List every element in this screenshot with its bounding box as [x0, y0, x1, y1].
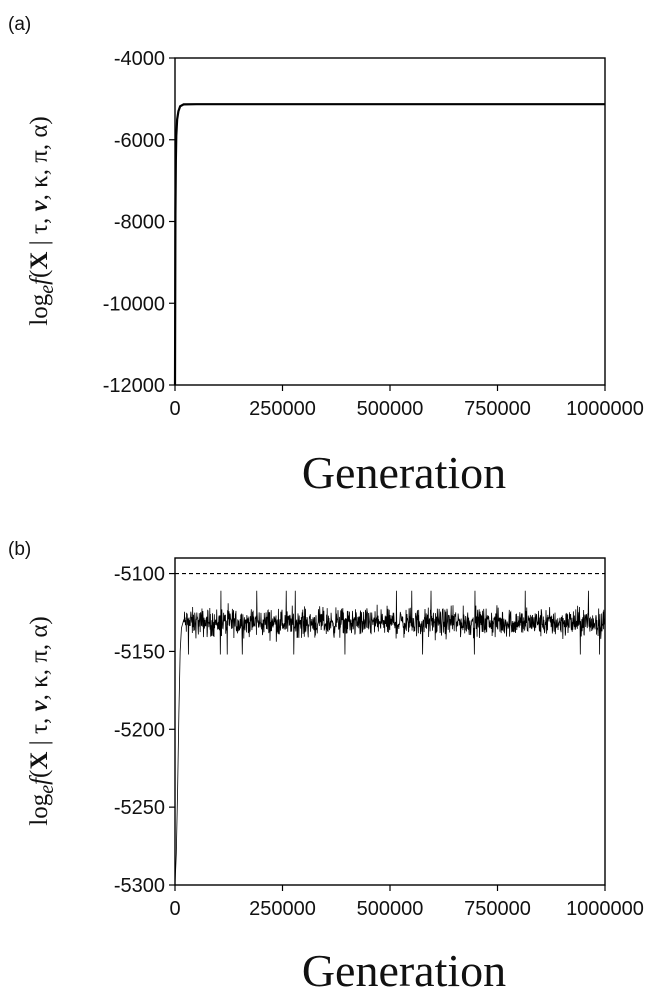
- x-tick-label: 250000: [249, 398, 316, 420]
- ylabel-var: X: [26, 252, 53, 270]
- x-tick-label: 0: [169, 398, 180, 420]
- ylabel-subscript: e: [36, 785, 58, 794]
- ylabel-rest: | τ,: [26, 712, 53, 752]
- ylabel-tail: , κ, π, α): [26, 616, 53, 700]
- y-tick-label: -8000: [114, 212, 165, 234]
- panel-b-series-trace: [174, 590, 606, 886]
- ylabel-tail: , κ, π, α): [26, 116, 53, 200]
- x-tick-label: 500000: [357, 898, 424, 920]
- panel-a: (a) 0 250000 500000 750000 1000000 -12000 -100…: [8, 14, 644, 498]
- y-tick-label: -5250: [114, 797, 165, 819]
- y-tick-label: -10000: [103, 293, 165, 315]
- x-tick-label: 750000: [464, 398, 531, 420]
- panel-a-y-axis-title: logef(X | τ, ν, κ, π, α): [26, 116, 58, 326]
- ylabel-rest: | τ,: [26, 212, 53, 252]
- panel-b-ticks: 0 250000 500000 750000 1000000 -5300 -5250 -520…: [114, 564, 644, 920]
- ylabel-open: (: [26, 770, 53, 778]
- panel-a-x-axis-title: Generation: [302, 447, 506, 498]
- ylabel-log: log: [26, 293, 53, 325]
- y-tick-label: -4000: [114, 48, 165, 70]
- x-tick-label: 500000: [357, 398, 424, 420]
- panel-a-label: (a): [8, 14, 31, 35]
- x-tick-label: 250000: [249, 898, 316, 920]
- y-tick-label: -12000: [103, 375, 165, 397]
- panel-b-label: (b): [8, 539, 31, 560]
- x-tick-label: 750000: [464, 898, 531, 920]
- panel-a-series-line: [173, 103, 605, 386]
- panel-b-plot-frame: [174, 557, 606, 886]
- panel-b-y-axis-title: logef(X | τ, ν, κ, π, α): [26, 616, 58, 826]
- y-tick-label: -5150: [114, 641, 165, 663]
- ylabel-subscript: e: [36, 285, 58, 294]
- ylabel-var: X: [26, 752, 53, 770]
- y-tick-label: -5300: [114, 875, 165, 897]
- x-tick-label: 1000000: [566, 898, 644, 920]
- x-tick-label: 1000000: [566, 398, 644, 420]
- panel-a-plot-frame: [174, 57, 606, 386]
- y-tick-label: -5100: [114, 564, 165, 586]
- ylabel-f: f: [26, 775, 53, 785]
- panel-b-x-axis-title: Generation: [302, 945, 506, 990]
- panel-b: (b) 0 250000 500000 750000 1000000 -5300 -5250…: [8, 539, 644, 990]
- ylabel-open: (: [26, 270, 53, 278]
- y-tick-label: -5200: [114, 719, 165, 741]
- y-tick-label: -6000: [114, 130, 165, 152]
- ylabel-f: f: [26, 275, 53, 285]
- panel-a-ticks: 0 250000 500000 750000 1000000 -12000 -10000 -8…: [103, 48, 644, 420]
- x-tick-label: 0: [169, 898, 180, 920]
- ylabel-log: log: [26, 793, 53, 825]
- ylabel-nu: ν: [26, 200, 53, 212]
- ylabel-nu: ν: [26, 700, 53, 712]
